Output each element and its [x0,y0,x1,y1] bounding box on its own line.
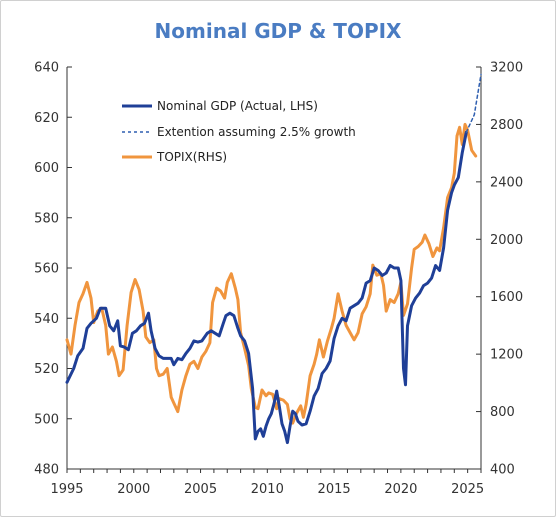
x-tick-label: 2025 [451,482,484,497]
left-axis-ticks: 480 500 520 540 560 580 600 620 640 [34,61,72,478]
left-tick-label: 520 [34,362,59,377]
legend-label-topix: TOPIX(RHS) [156,150,227,164]
x-tick-label: 2005 [184,482,217,497]
left-tick-label: 620 [34,111,59,126]
x-tick-label: 2020 [384,482,417,497]
right-axis-ticks: 400 800 1200 1600 2000 2400 2800 3200 [476,61,523,478]
legend-label-extension: Extention assuming 2.5% growth [157,125,356,139]
series-lines [65,73,482,445]
left-tick-label: 500 [34,412,59,427]
series-line-0 [65,130,468,445]
right-tick-label: 2000 [490,233,523,248]
x-tick-label: 2010 [251,482,284,497]
left-tick-label: 560 [34,262,59,277]
right-tick-label: 3200 [490,61,523,76]
right-tick-label: 2400 [490,175,523,190]
left-tick-label: 600 [34,161,59,176]
left-tick-label: 640 [34,61,59,76]
right-tick-label: 400 [490,463,515,478]
left-tick-label: 480 [34,463,59,478]
series-line-2 [65,122,478,425]
right-tick-label: 800 [490,405,515,420]
x-tick-label: 2015 [318,482,351,497]
x-axis-ticks: 1995 2000 2005 2010 2015 2020 2025 [50,469,484,497]
legend: Nominal GDP (Actual, LHS) Extention assu… [122,99,356,164]
left-tick-label: 540 [34,312,59,327]
legend-label-nominal-gdp: Nominal GDP (Actual, LHS) [157,99,318,113]
left-tick-label: 580 [34,211,59,226]
x-tick-label: 1995 [50,482,83,497]
right-tick-label: 1600 [490,290,523,305]
x-tick-label: 2000 [117,482,150,497]
chart-title: Nominal GDP & TOPIX [155,19,403,43]
right-tick-label: 2800 [490,118,523,133]
right-tick-label: 1200 [490,348,523,363]
series-line-1 [465,73,482,134]
